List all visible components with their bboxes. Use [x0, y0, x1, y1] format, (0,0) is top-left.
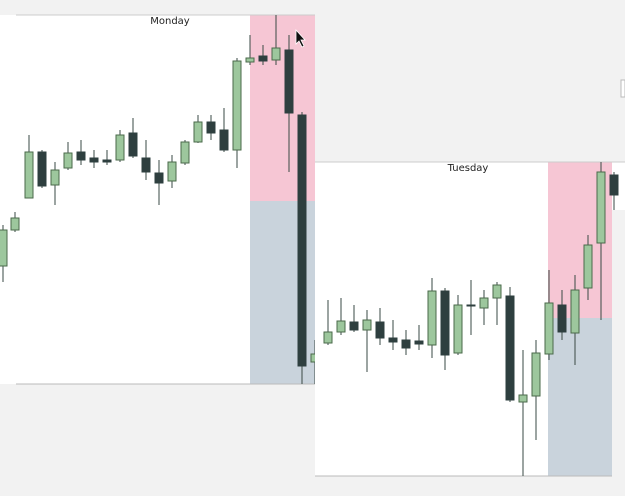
- mouse-cursor: [295, 28, 306, 48]
- candle: [206, 121, 216, 134]
- candle: [63, 152, 73, 169]
- candle: [128, 132, 138, 157]
- panel-title: Tuesday: [447, 163, 489, 174]
- tuesday-panel: Tuesday: [315, 161, 625, 477]
- candle: [232, 60, 242, 151]
- candle: [531, 352, 541, 397]
- candle: [375, 321, 385, 339]
- candle: [583, 244, 593, 289]
- candle: [76, 151, 86, 161]
- candle: [544, 302, 554, 355]
- candle: [219, 129, 229, 151]
- candle: [349, 321, 359, 331]
- candle: [24, 151, 34, 199]
- candle: [271, 47, 281, 61]
- candles: [323, 162, 619, 476]
- candle: [50, 169, 60, 186]
- monday-panel: Monday: [0, 14, 320, 385]
- candle: [10, 217, 20, 231]
- candle: [336, 320, 346, 333]
- candle: [284, 49, 294, 114]
- candle: [141, 157, 151, 173]
- candle: [245, 57, 255, 63]
- candle: [401, 339, 411, 349]
- candle: [362, 319, 372, 331]
- candle: [570, 289, 580, 334]
- candle: [427, 290, 437, 346]
- candle: [115, 134, 125, 161]
- candle: [466, 304, 476, 307]
- candle: [89, 157, 99, 163]
- candle: [37, 151, 47, 187]
- candle: [518, 394, 528, 403]
- candle: [388, 337, 398, 343]
- candle: [414, 340, 424, 345]
- candle: [180, 141, 190, 164]
- candle: [479, 297, 489, 309]
- candle: [505, 295, 515, 401]
- highlight-gray: [548, 318, 612, 476]
- candle: [557, 304, 567, 333]
- candles: [0, 15, 320, 384]
- candle: [609, 174, 619, 196]
- edge-widget: [620, 79, 625, 98]
- candle: [258, 55, 268, 62]
- candle: [193, 121, 203, 143]
- candle: [492, 284, 502, 299]
- candle: [323, 331, 333, 344]
- candle: [154, 172, 164, 184]
- candle: [297, 114, 307, 367]
- candle: [102, 159, 112, 163]
- candle: [0, 229, 8, 267]
- panel-title: Monday: [150, 16, 190, 27]
- candle: [596, 171, 606, 244]
- candle: [453, 304, 463, 354]
- candle: [167, 161, 177, 182]
- candle: [440, 290, 450, 356]
